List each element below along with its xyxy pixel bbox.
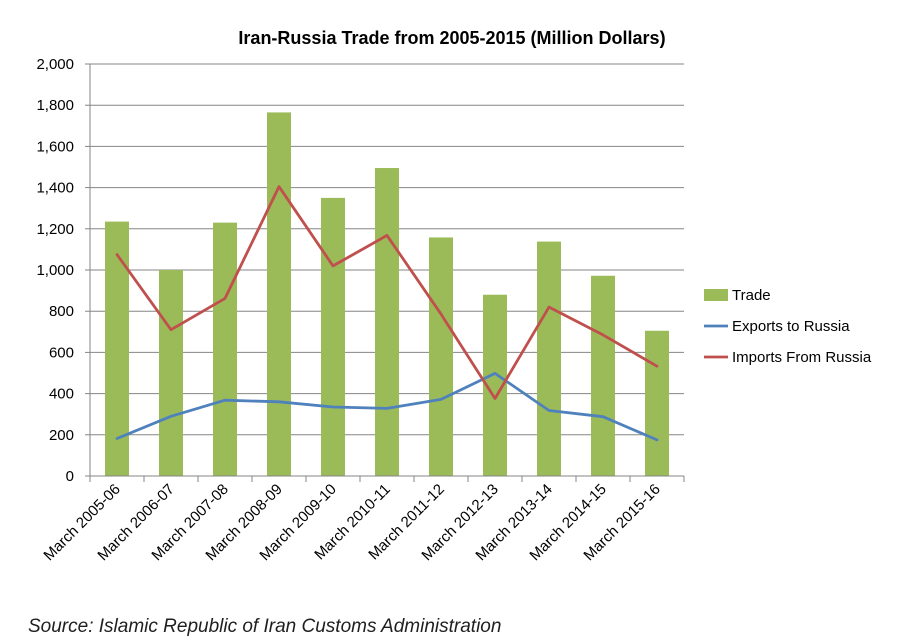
chart-title: Iran-Russia Trade from 2005-2015 (Millio… [238, 28, 665, 48]
source-note: Source: Islamic Republic of Iran Customs… [28, 616, 501, 637]
y-tick-label: 400 [49, 386, 74, 403]
trade-bar [159, 270, 183, 476]
trade-bar [537, 241, 561, 476]
legend-label: Imports From Russia [732, 349, 872, 366]
y-tick-label: 600 [49, 344, 74, 361]
y-tick-label: 1,800 [36, 97, 74, 114]
legend-label: Exports to Russia [732, 318, 850, 335]
legend-swatch-trade [704, 289, 728, 301]
trade-bar [321, 197, 345, 476]
y-tick-label: 2,000 [36, 56, 74, 73]
axes [85, 63, 685, 482]
imports-line [115, 185, 659, 400]
y-tick-label: 1,200 [36, 221, 74, 238]
legend: Trade Exports to Russia Imports From Russi… [704, 287, 872, 366]
trade-bar [429, 237, 453, 476]
y-tick-label: 0 [66, 468, 74, 485]
legend-label: Trade [732, 287, 771, 304]
trade-lines [115, 185, 659, 442]
y-tick-label: 800 [49, 303, 74, 320]
trade-bar [645, 330, 669, 476]
y-tick-label: 1,600 [36, 138, 74, 155]
trade-bar [213, 222, 237, 476]
y-tick-label: 200 [49, 427, 74, 444]
exports-line [115, 371, 659, 442]
trade-bar [591, 275, 615, 476]
y-tick-label: 1,000 [36, 262, 74, 279]
y-tick-labels: 0 200 400 600 800 1,000 1,200 1,400 1,600 1,800 2,… [36, 56, 74, 485]
trade-bar [375, 168, 399, 476]
y-tick-label: 1,400 [36, 180, 74, 197]
trade-bars [105, 112, 669, 476]
trade-bar [267, 112, 291, 476]
